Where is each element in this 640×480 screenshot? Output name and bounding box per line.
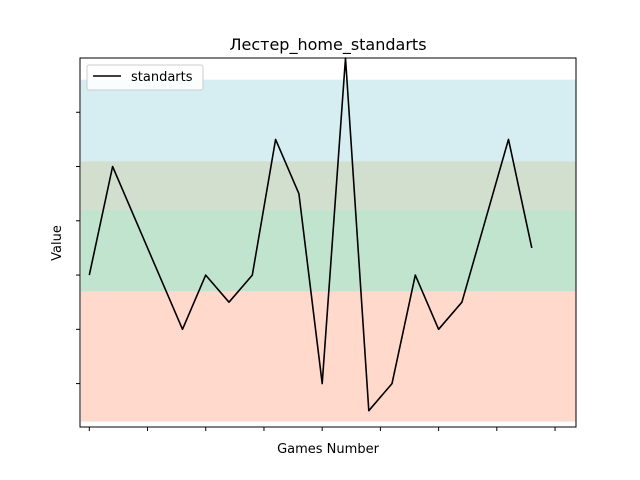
series-line-standarts — [88, 57, 533, 412]
y-axis-label: Value — [50, 225, 65, 261]
band-1 — [81, 209, 576, 292]
series-layer — [88, 57, 533, 412]
legend-label-standarts: standarts — [131, 70, 193, 85]
legend-box — [86, 64, 204, 91]
band-3 — [81, 79, 576, 162]
x-axis-label: Games Number — [277, 442, 379, 457]
legend: standarts — [86, 64, 204, 91]
chart-title: Лестер_home_standarts — [229, 35, 426, 55]
band-0 — [81, 291, 576, 422]
band-2 — [81, 161, 576, 210]
background-bands — [81, 79, 576, 422]
plot-area-frame — [79, 57, 577, 428]
axis-ticks — [76, 111, 556, 431]
